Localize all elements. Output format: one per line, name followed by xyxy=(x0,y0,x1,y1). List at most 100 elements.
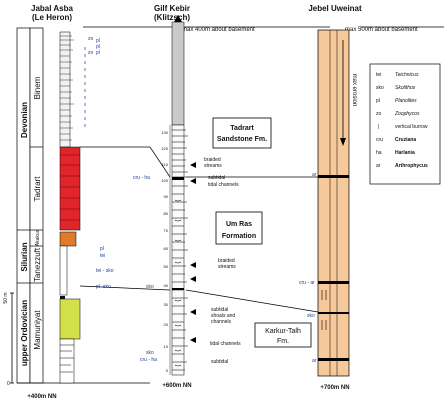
left-base-label: +400m NN xyxy=(27,394,56,400)
scale-bar-label: 50 m xyxy=(3,292,9,303)
env-braided-streams-2a: braided xyxy=(218,258,235,264)
depth-tick-80: 80 xyxy=(164,211,169,216)
formation-akakus: Akakus xyxy=(35,229,41,246)
left-column-title: Jabal Asba xyxy=(31,4,73,13)
scale-bar xyxy=(10,292,14,384)
karkur-talh-line1: Karkur-Talh xyxy=(265,328,301,335)
env-subtidal-1: subtidal xyxy=(208,175,225,181)
legend-name-sko: Skolithos xyxy=(395,85,416,91)
trace-pl-mid: pl xyxy=(100,246,104,252)
legend-code-zo: zo xyxy=(376,111,382,117)
scale-bar-zero: 0 xyxy=(7,381,10,387)
trace-fossil-legend xyxy=(369,63,441,185)
trace-sko-bottom: sko xyxy=(146,350,154,356)
tadrart-sandstone-line1: Tadrart xyxy=(230,125,254,132)
env-braided-streams-1b: streams xyxy=(204,163,222,169)
depth-tick-100: 100 xyxy=(161,178,168,183)
trace-pl-3: pl xyxy=(96,50,100,56)
trace-sko-right: sko xyxy=(307,313,315,319)
legend-name-ha: Harlania xyxy=(395,150,415,156)
trace-zo-mid: zo xyxy=(88,50,94,56)
formation-binem: Binem xyxy=(33,76,42,99)
depth-tick-70: 70 xyxy=(164,228,169,233)
env-braided-streams-1a: braided xyxy=(204,157,221,163)
jabal-asba-log xyxy=(59,31,81,384)
period-devonian: Devonian xyxy=(20,102,29,138)
env-tidal-channels-2: tidal channels xyxy=(210,341,241,347)
depth-tick-50: 50 xyxy=(164,264,169,269)
trace-pl-2: pl xyxy=(96,44,100,50)
env-subtidal-3: subtidal xyxy=(211,359,228,365)
trace-ar-bottom: ar xyxy=(312,358,317,364)
trace-pl-sko-left: pl- sko xyxy=(96,284,111,290)
trace-tei-sko: tei - sko xyxy=(96,268,114,274)
um-ras-box xyxy=(215,211,263,245)
legend-code-vertical: | xyxy=(378,124,379,130)
legend-name-tei: Teichnicus xyxy=(395,72,419,78)
arrow-down-icon xyxy=(340,138,346,146)
trace-cru-ar: cru - ar xyxy=(299,280,315,286)
tadrart-sandstone-box xyxy=(212,117,272,149)
depth-tick-60: 60 xyxy=(164,246,169,251)
depth-tick-110: 110 xyxy=(162,162,169,167)
max-erosion-label: max erosion xyxy=(351,74,357,107)
legend-name-ar: Arthrophycus xyxy=(395,163,428,169)
karkur-talh-line2: Fm. xyxy=(277,338,289,345)
right-column-title: Jebel Uweinat xyxy=(308,4,362,13)
trace-cru-ha-bottom: cru - ha xyxy=(140,357,157,363)
trace-tei-mid: tei xyxy=(100,253,105,259)
max-erosion-arrow xyxy=(340,40,346,146)
env-tidal-channels-1: tidal channels xyxy=(208,182,239,188)
trace-sko-mid: sko xyxy=(146,284,154,290)
depth-tick-10: 10 xyxy=(164,344,169,349)
legend-name-vertical: vertical burrow xyxy=(395,124,428,130)
jebel-uweinat-log xyxy=(317,29,350,377)
formation-mamuniyat: Mamuniyat xyxy=(33,310,42,350)
trace-ar-top: ar xyxy=(312,172,317,178)
akakus-orange-unit xyxy=(59,231,77,247)
gilf-kebir-log xyxy=(171,15,188,376)
environment-arrows xyxy=(190,162,196,343)
right-base-label: +700m NN xyxy=(320,385,349,391)
trace-cru-ha-top: cru - ha xyxy=(133,175,150,181)
depth-tick-20: 20 xyxy=(164,322,169,327)
period-silurian: Silurian xyxy=(20,242,29,271)
legend-code-ha: ha xyxy=(376,150,382,156)
legend-name-pl: Planolites xyxy=(395,98,417,104)
depth-tick-90: 90 xyxy=(164,194,169,199)
depth-tick-120: 120 xyxy=(161,146,168,151)
left-column-subtitle: (Le Heron) xyxy=(32,13,72,22)
depth-tick-130: 130 xyxy=(161,130,168,135)
tadrart-red-unit xyxy=(59,146,81,231)
middle-base-label: +600m NN xyxy=(162,383,191,389)
um-ras-line1: Um Ras xyxy=(226,221,252,228)
karkur-talh-box xyxy=(254,322,312,348)
legend-name-cru: Cruziana xyxy=(395,137,416,143)
env-shoals-and: shoals and xyxy=(211,313,235,319)
env-subtidal-2: subtidal xyxy=(211,307,228,313)
depth-tick-0: 0 xyxy=(166,368,169,373)
correlation-lines xyxy=(79,146,319,384)
tadrart-sandstone-line2: Sandstone Fm. xyxy=(217,136,267,143)
middle-column-title: Gilf Kebir xyxy=(154,4,190,13)
legend-code-ar: ar xyxy=(376,163,381,169)
env-channels: channels xyxy=(211,319,232,325)
right-top-label: max 500m about basement xyxy=(345,27,418,33)
legend-code-cru: cru xyxy=(376,137,383,143)
env-braided-streams-2b: streams xyxy=(218,264,236,270)
legend-name-zo: Zoophycos xyxy=(394,111,420,117)
trace-zo-top: zo xyxy=(88,36,94,42)
formation-tadrart: Tadrart xyxy=(33,176,42,202)
middle-column-subtitle: (Klitzsch) xyxy=(154,13,190,22)
depth-tick-40: 40 xyxy=(164,283,169,288)
legend-code-pl: pl xyxy=(376,98,380,104)
period-upper-ordovician: upper Ordovician xyxy=(20,300,29,366)
legend-code-sko: sko xyxy=(376,85,384,91)
formation-tanezzuft: Tanezzuft xyxy=(33,247,42,282)
middle-top-label: max 400m about basement xyxy=(182,27,255,33)
trace-pl-1: pl xyxy=(96,38,100,44)
depth-tick-30: 30 xyxy=(164,302,169,307)
um-ras-line2: Formation xyxy=(222,233,256,240)
legend-code-tei: tei xyxy=(376,72,381,78)
